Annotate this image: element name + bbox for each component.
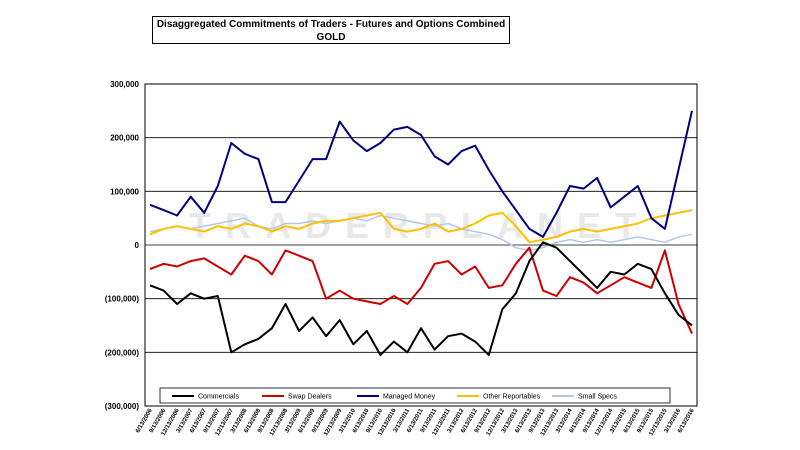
y-tick-label: 100,000: [110, 187, 139, 196]
series-line-small-specs: [149, 214, 693, 252]
y-tick-label: 200,000: [110, 134, 139, 143]
y-tick-label: (100,000): [105, 295, 140, 304]
x-axis: 6/13/20069/13/200612/13/20063/13/20076/1…: [135, 407, 696, 437]
legend-entry: Swap Dealers: [288, 394, 332, 401]
y-tick-label: 300,000: [110, 80, 139, 89]
series-line-managed-money: [149, 110, 693, 238]
series-line-other-reportables: [149, 209, 693, 244]
legend-entry: Other Reportables: [483, 394, 541, 401]
legend-entry: Commercials: [198, 394, 239, 401]
legend: Commercials Swap Dealers Managed Money Othe…: [159, 387, 671, 404]
chart-title: Disaggregated Commitments of Traders - F…: [156, 19, 506, 30]
watermark: TRADERPLANET: [189, 205, 651, 246]
series-line-swap-dealers: [149, 246, 693, 335]
chart-subtitle: GOLD: [316, 32, 346, 43]
y-axis: 300,000 200,000 100,000 0 (100,000) (200,000)…: [105, 80, 140, 411]
series-lines: [149, 110, 693, 356]
legend-entry: Managed Money: [383, 394, 436, 401]
series-line-commercials: [149, 241, 693, 356]
y-tick-label: (200,000): [105, 348, 140, 357]
grid-lines: [145, 83, 697, 407]
y-tick-label: (300,000): [105, 402, 140, 411]
legend-entry: Small Specs: [578, 394, 617, 401]
y-tick-label: 0: [135, 241, 140, 250]
legend-box: [159, 387, 671, 404]
chart-title-box: Disaggregated Commitments of Traders - F…: [152, 16, 510, 44]
